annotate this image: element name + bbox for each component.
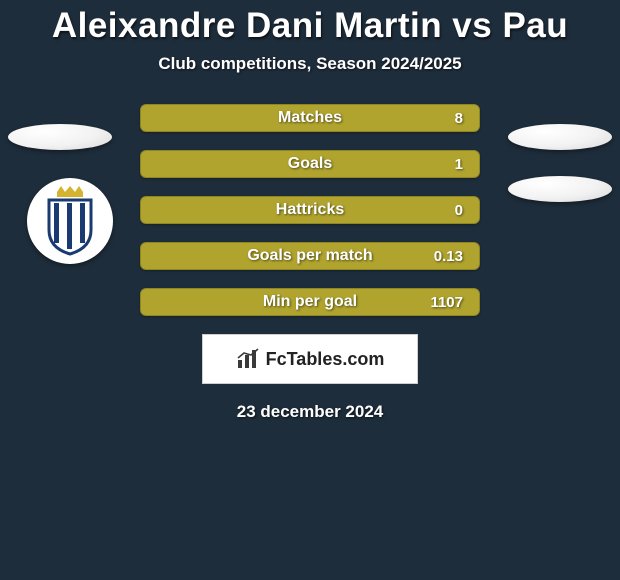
stat-value: 8 xyxy=(455,110,463,127)
club-badge xyxy=(27,178,113,264)
stat-label: Min per goal xyxy=(263,293,357,311)
stat-label: Matches xyxy=(278,109,342,127)
stat-bar-matches: Matches 8 xyxy=(140,104,480,132)
stat-value: 0 xyxy=(455,202,463,219)
fctables-logo: FcTables.com xyxy=(202,334,418,384)
stat-value: 1 xyxy=(455,156,463,173)
stat-bar-goals-per-match: Goals per match 0.13 xyxy=(140,242,480,270)
page-title: Aleixandre Dani Martin vs Pau xyxy=(0,0,620,46)
bar-chart-icon xyxy=(236,348,260,370)
side-ellipse-left xyxy=(8,124,112,150)
page-subtitle: Club competitions, Season 2024/2025 xyxy=(0,54,620,74)
stat-value: 1107 xyxy=(430,294,463,311)
stats-container: Matches 8 Goals 1 Hattricks 0 Goals per … xyxy=(140,104,480,316)
logo-text: FcTables.com xyxy=(266,349,385,370)
date-text: 23 december 2024 xyxy=(0,402,620,422)
club-crest-icon xyxy=(39,186,101,256)
stat-bar-goals: Goals 1 xyxy=(140,150,480,178)
stat-label: Goals per match xyxy=(247,247,372,265)
stat-label: Goals xyxy=(288,155,332,173)
stat-label: Hattricks xyxy=(276,201,344,219)
side-ellipse-right-1 xyxy=(508,124,612,150)
stat-bar-min-per-goal: Min per goal 1107 xyxy=(140,288,480,316)
side-ellipse-right-2 xyxy=(508,176,612,202)
stat-bar-hattricks: Hattricks 0 xyxy=(140,196,480,224)
stat-value: 0.13 xyxy=(434,248,463,265)
